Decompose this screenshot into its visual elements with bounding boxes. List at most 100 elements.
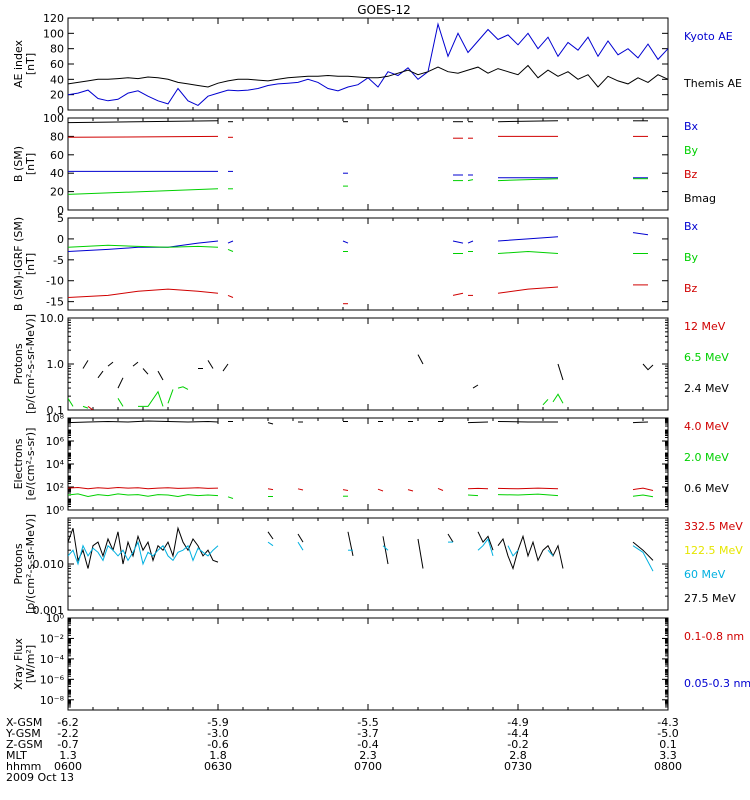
series-line-6-5-mev <box>167 389 174 404</box>
series-line-2-0-mev <box>68 493 219 498</box>
y-tick-label: 0.1 <box>47 404 65 417</box>
y-tick-label: 5 <box>57 212 64 225</box>
x-row-value: 2.8 <box>509 749 527 762</box>
legend-label: 27.5 MeV <box>684 592 736 605</box>
y-tick-label: 0 <box>57 204 64 217</box>
series-line-60-mev <box>507 545 519 557</box>
figure-title: GOES-12 <box>357 3 411 17</box>
x-row-value: -4.4 <box>507 727 528 740</box>
x-row-value: -2.2 <box>57 727 78 740</box>
series-line-4-0-mev <box>497 487 559 490</box>
series-line-12-mev <box>87 405 94 410</box>
series-line-27-5-mev <box>68 526 219 569</box>
series-line-6-5-mev <box>117 398 124 407</box>
legend-label: Themis AE <box>683 77 742 90</box>
series-line-bmag <box>68 120 219 124</box>
y-tick-label: 10⁶ <box>46 435 65 448</box>
legend-label: 4.0 MeV <box>684 420 729 433</box>
panel-2: 0 20 40 60 80 100 B (SM) [nT] Bx By Bz Bmag <box>12 112 716 217</box>
plot-frame <box>67 217 669 311</box>
x-row-value: -0.2 <box>507 738 528 751</box>
y-tick-label: 40 <box>50 73 64 86</box>
series-line-by <box>227 248 234 252</box>
y-tick-label: 10⁸ <box>46 412 65 425</box>
legend-label: Bz <box>684 168 698 181</box>
series-line-2-4-mev <box>222 363 229 372</box>
series-line-bx <box>632 232 649 236</box>
y-tick-label: 60 <box>50 58 64 71</box>
series-line-4-0-mev <box>407 489 414 492</box>
y-axis-label: Protons <box>12 343 25 384</box>
series-line-by <box>467 179 474 182</box>
series-line-bx <box>342 240 349 244</box>
series-line-2-4-mev <box>132 361 139 367</box>
series-line-6-5-mev <box>82 405 89 409</box>
series-line-4-0-mev <box>68 486 219 490</box>
series-line-2-4-mev <box>557 363 564 381</box>
x-row-value: 2.3 <box>359 749 377 762</box>
y-tick-label: -15 <box>46 296 64 309</box>
y-tick-label: 10⁻⁴ <box>40 653 65 666</box>
series-line-60-mev <box>382 545 389 551</box>
series-line-by <box>497 178 559 182</box>
series-line-2-4-mev <box>82 360 89 369</box>
series-line-4-0-mev <box>267 488 274 491</box>
legend-label: Bx <box>684 120 699 133</box>
y-axis-label: [p/(cm²-s-sr-MeV)] <box>24 514 37 614</box>
series-line-2-4-mev <box>97 370 104 379</box>
series-line-0-6-mev <box>68 420 219 424</box>
x-row-label: X-GSM <box>6 716 42 729</box>
series-line-27-5-mev <box>497 534 564 571</box>
series-line-bx <box>467 240 474 244</box>
y-tick-label: 80 <box>50 43 64 56</box>
plot-frame <box>67 317 669 411</box>
series-line-bx <box>452 240 464 244</box>
x-row-value: 3.3 <box>659 749 677 762</box>
series-line-60-mev <box>267 541 274 547</box>
series-line-2-4-mev <box>207 360 214 369</box>
series-line-2-4-mev <box>117 377 124 389</box>
legend-label: Bx <box>684 220 699 233</box>
x-row-value: 0800 <box>654 760 682 773</box>
y-axis-label: B (SM)-IGRF (SM) <box>12 217 25 311</box>
y-tick-label: 120 <box>43 12 64 25</box>
series-line-bz <box>68 288 219 298</box>
legend-label: 332.5 MeV <box>684 520 743 533</box>
x-row-value: 0630 <box>204 760 232 773</box>
x-row-value: -0.4 <box>357 738 378 751</box>
y-tick-label: 10⁻⁸ <box>40 694 65 707</box>
y-tick-label: 20 <box>50 186 64 199</box>
y-axis-label: B (SM) <box>12 146 25 182</box>
x-row-label: Z-GSM <box>6 738 43 751</box>
series-line-4-0-mev <box>632 487 654 491</box>
x-axis-table: X-GSM -6.2 -5.9 -5.5 -4.9 -4.3 Y-GSM -2.2 -3.0 -3… <box>5 716 682 784</box>
legend-label: 0.05-0.3 nm <box>684 677 750 690</box>
y-axis-label: Protons <box>12 543 25 584</box>
y-tick-label: 0 <box>57 104 64 117</box>
y-axis-label: AE index <box>12 39 25 88</box>
series-line-2-0-mev <box>497 493 559 497</box>
series-line-2-0-mev <box>227 496 234 499</box>
legend-label: 60 MeV <box>684 568 726 581</box>
legend-label: By <box>684 251 699 264</box>
plot-frame <box>67 517 669 611</box>
legend-label: 2.0 MeV <box>684 451 729 464</box>
panel-7: 10⁰ 10⁻² 10⁻⁴ 10⁻⁶ 10⁻⁸ Xray Flux [W/m²] 0.1-0.… <box>12 612 750 711</box>
y-axis-label: [e/(cm²-s-sr)] <box>24 428 37 501</box>
series-line-27-5-mev <box>297 533 304 543</box>
panel-4: 10.0 1.0 0.1 Protons [p/(cm²-s-sr-MeV)] 12 Me… <box>12 312 729 417</box>
legend-label: 2.4 MeV <box>684 382 729 395</box>
series-line-2-4-mev <box>107 361 114 367</box>
series-line-27-5-mev <box>447 533 454 543</box>
series-line-27-5-mev <box>382 536 389 565</box>
plot-frame <box>67 117 669 211</box>
legend-label: By <box>684 144 699 157</box>
series-line-4-0-mev <box>377 488 384 492</box>
panel-3: 5 0 -5 -10 -15 B (SM)-IGRF (SM) [nT] Bx By Bz <box>12 212 699 311</box>
series-line-2-4-mev <box>642 363 654 371</box>
x-row-value: -0.7 <box>57 738 78 751</box>
series-line-60-mev <box>297 541 304 551</box>
x-row-value: -5.0 <box>657 727 678 740</box>
series-line-4-0-mev <box>437 487 444 491</box>
x-row-value: 0700 <box>354 760 382 773</box>
